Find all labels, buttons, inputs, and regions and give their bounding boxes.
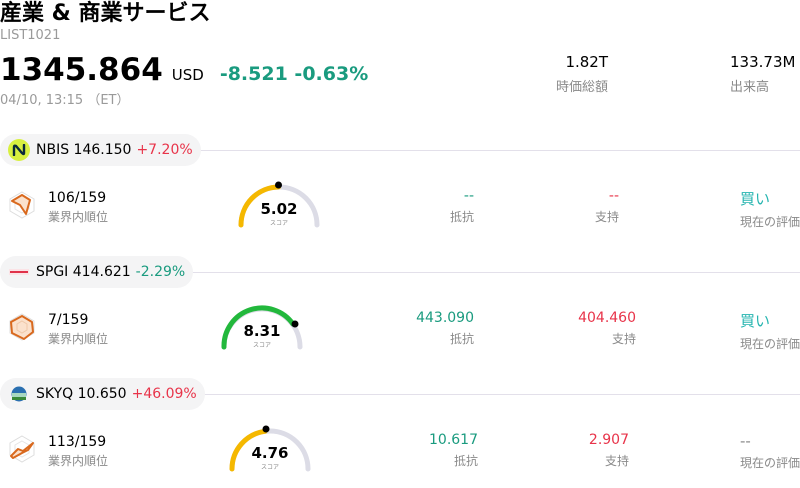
score-label: スコア [260,464,279,471]
radar-chart-icon [9,191,35,219]
currency: USD [171,66,204,84]
radar-chart-icon [9,313,35,341]
resistance-label: 抵抗 [453,454,478,468]
industry-rank: 106/159 [48,190,107,206]
divider [0,150,800,151]
index-price: 1345.864 [0,52,163,88]
resistance-value: 10.617 [429,432,478,448]
support-value: 2.907 [588,432,629,448]
resistance: -- 抵抗 [450,188,474,225]
stock-pill-skyq[interactable]: SKYQ 10.650 +46.09% [0,378,205,410]
stock-row-skyq: 113/159 業界内順位 4.76 スコア 10.617 抵抗 2.907 支… [0,424,800,484]
rating: 買い 現在の評価 [740,188,800,230]
stock-change: -2.29% [135,264,186,280]
stock-price: 146.150 [73,142,132,158]
support-label: 支持 [611,332,636,346]
stock-pill-nbis[interactable]: NBIS 146.150 +7.20% [0,134,201,166]
page-title: 産業 & 商業サービス [0,1,211,26]
spgi-logo-icon [8,268,30,276]
support-value: -- [608,188,619,204]
stock-price: 10.650 [77,386,127,402]
market-cap-value: 1.82T [565,53,608,71]
rating: 買い 現在の評価 [740,310,800,352]
industry-rank-label: 業界内順位 [48,332,109,346]
price-row: 1345.864 USD -8.521 -0.63% [0,52,368,88]
support: 404.460 支持 [578,310,636,347]
nbis-logo-icon [8,139,30,161]
ticker: NBIS [36,142,70,158]
volume-label: 出来高 [730,80,770,95]
support: -- 支持 [595,188,619,225]
stock-price: 414.621 [72,264,131,280]
resistance: 10.617 抵抗 [429,432,478,469]
resistance: 443.090 抵抗 [416,310,474,347]
market-cap-label: 時価総額 [555,80,608,95]
support-label: 支持 [594,210,619,224]
volume-value: 133.73M [730,53,796,71]
rating-value: -- [740,432,751,450]
stock-pill-spgi[interactable]: SPGI 414.621 -2.29% [0,256,194,288]
industry-rank: 113/159 [48,434,107,450]
score-gauge: 8.31 スコア [217,302,307,352]
skyq-logo-icon [8,383,30,405]
support-value: 404.460 [578,310,636,326]
resistance-label: 抵抗 [449,332,474,346]
market-cap-stat: 1.82T 時価総額 [528,53,608,95]
ticker: SPGI [36,264,69,280]
industry-rank: 7/159 [48,312,89,328]
score-label: スコア [269,220,288,227]
timestamp: 04/10, 13:15 （ET） [0,93,130,108]
score-gauge: 5.02 スコア [234,180,324,230]
ticker: SKYQ [36,386,74,402]
rating: -- 現在の評価 [740,432,800,471]
stock-change: +46.09% [131,386,197,402]
score-value: 5.02 [260,200,298,218]
stock-change: +7.20% [136,142,193,158]
rating-value: 買い [740,190,771,208]
industry-rank-label: 業界内順位 [48,210,109,224]
divider [0,272,800,273]
rating-label: 現在の評価 [740,337,800,351]
stock-row-spgi: 7/159 業界内順位 8.31 スコア 443.090 抵抗 404.460 … [0,302,800,362]
support-label: 支持 [604,454,629,468]
rating-label: 現在の評価 [740,456,800,470]
score-value: 8.31 [243,322,281,340]
support: 2.907 支持 [589,432,629,469]
resistance-value: 443.090 [416,310,474,326]
price-change: -8.521 -0.63% [219,63,369,85]
score-value: 4.76 [251,444,289,462]
radar-chart-icon [9,435,35,463]
stock-row-nbis: 106/159 業界内順位 5.02 スコア -- 抵抗 -- 支持 買い 現在… [0,180,800,240]
rating-value: 買い [740,312,771,330]
industry-rank-label: 業界内順位 [48,454,109,468]
divider [0,394,800,395]
resistance-label: 抵抗 [449,210,474,224]
resistance-value: -- [463,188,474,204]
index-symbol: LIST1021 [0,28,61,43]
rating-label: 現在の評価 [740,215,800,229]
volume-stat: 133.73M 出来高 [730,53,800,95]
score-label: スコア [252,342,271,349]
score-gauge: 4.76 スコア [225,424,315,474]
